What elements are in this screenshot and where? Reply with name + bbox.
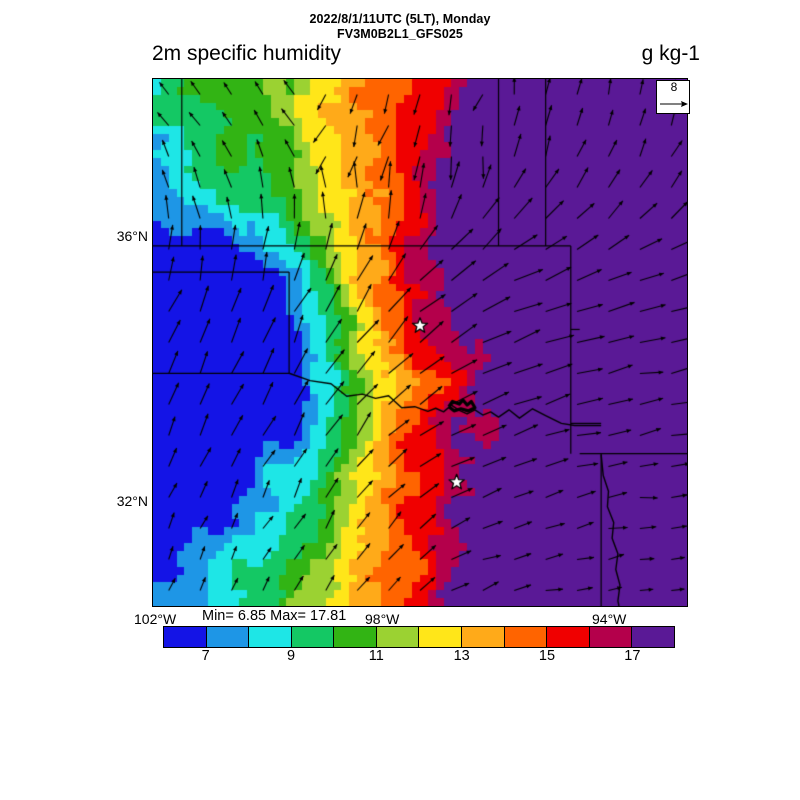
page-title: 2m specific humidity [152,42,342,65]
minmax-stats-label: Min= 6.85 Max= 17.81 [202,608,347,624]
colorbar-segment [419,627,463,647]
colorbar-segment [206,627,250,647]
title-model-id: FV3M0B2L1_GFS025 [337,27,463,41]
borders-and-wind-canvas [153,79,687,606]
colorbar-tick: 11 [368,648,384,664]
colorbar-segment [547,627,590,647]
lat-label-36n: 36°N [116,228,148,244]
wind-vector-key-value: 8 [670,80,678,94]
lon-label-94w: 94°W [592,611,627,627]
colorbar-tick: 15 [538,648,556,664]
colorbar-segment [462,627,505,647]
colorbar-segment [249,627,292,647]
wind-vector-key: 8 [656,80,690,114]
colorbar-tick-labels: 7 9 11 13 15 17 [163,648,675,668]
colorbar-tick: 17 [624,648,641,664]
colorbar-segment [589,627,633,647]
units-label: g kg-1 [641,42,700,65]
colorbar-segment [376,627,420,647]
colorbar-segment [632,627,674,647]
colorbar-segment [504,627,548,647]
lon-label-102w: 102°W [134,611,177,627]
lat-label-32n: 32°N [116,493,148,509]
title-datetime: 2022/8/1/11UTC (5LT), Monday [309,12,491,26]
colorbar[interactable] [163,626,675,648]
colorbar-tick: 13 [453,648,470,664]
colorbar-tick: 9 [286,648,296,664]
colorbar-segment [291,627,335,647]
right-arrow-icon [660,101,688,107]
colorbar-segment [334,627,377,647]
colorbar-segment [164,627,207,647]
map-plot-area[interactable] [152,78,688,607]
lon-label-98w: 98°W [365,611,400,627]
colorbar-tick: 7 [201,648,210,664]
